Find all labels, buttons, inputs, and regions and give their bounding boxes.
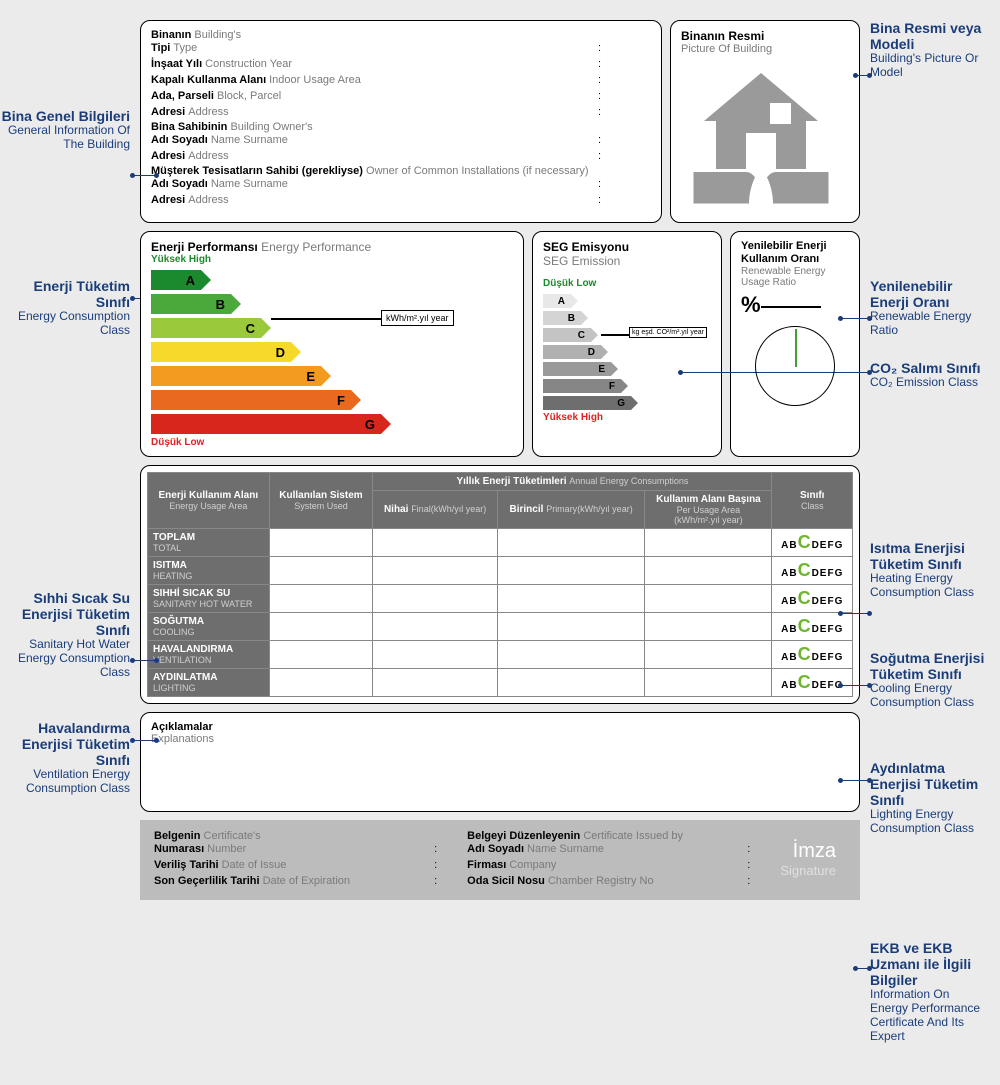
seg-bar-A: A (543, 293, 711, 309)
leader-line (855, 968, 870, 969)
expl-subtitle: Explanations (151, 733, 214, 745)
perf-bar-G: G (151, 413, 513, 435)
consumption-table-panel: Enerji Kullanım AlanıEnergy Usage Area K… (140, 465, 860, 704)
section-common: Müşterek Tesisatların Sahibi (gerekliyse… (151, 165, 651, 177)
info-row: İnşaat YılıConstruction Year: (151, 57, 651, 73)
renew-subtitle: Renewable Energy Usage Ratio (741, 266, 849, 288)
th-primary: Birincil Primary(kWh/yıl year) (497, 491, 645, 529)
leader-line (840, 780, 870, 781)
perf-low: Düşük Low (151, 437, 513, 448)
leader-line (840, 318, 870, 319)
annot-cooling: Soğutma Enerjisi Tüketim SınıfıCooling E… (870, 650, 990, 710)
renew-title: Yenilebilir Enerji Kullanım Oranı (741, 240, 849, 266)
pointer-line (271, 318, 381, 320)
info-row: AdresiAddress: (151, 105, 651, 121)
section-building: Binanın Building's (151, 29, 651, 41)
table-row: AYDINLATMALIGHTINGABCDEFG (148, 669, 853, 697)
annot-hot-water: Sıhhi Sıcak Su Enerjisi Tüketim SınıfıSa… (0, 590, 130, 680)
info-row: Adı SoyadıName Surname: (151, 177, 651, 193)
picture-title: Binanın Resmi (681, 29, 849, 43)
info-row: Ada, ParseliBlock, Parcel: (151, 89, 651, 105)
consumption-table: Enerji Kullanım AlanıEnergy Usage Area K… (147, 472, 853, 697)
perf-bar-A: A (151, 269, 513, 291)
seg-bar-B: B (543, 310, 711, 326)
building-info-panel: Binanın Building's TipiType:İnşaat YılıC… (140, 20, 662, 223)
annot-lighting: Aydınlatma Enerjisi Tüketim SınıfıLighti… (870, 760, 990, 836)
th-area: Enerji Kullanım AlanıEnergy Usage Area (148, 473, 270, 529)
perf-title: Enerji Performansı Energy Performance (151, 240, 513, 254)
th-system: Kullanılan SistemSystem Used (269, 473, 373, 529)
info-row: TipiType: (151, 41, 651, 57)
seg-emission-panel: SEG EmisyonuSEG Emission Düşük Low kg eş… (532, 231, 722, 457)
annot-co2: CO₂ Salımı SınıfıCO₂ Emission Class (870, 360, 990, 390)
info-row: Son Geçerlilik TarihiDate of Expiration: (154, 874, 447, 890)
th-class: SınıfıClass (772, 473, 853, 529)
annot-ekb: EKB ve EKB Uzmanı ile İlgili BilgilerInf… (870, 940, 990, 1043)
house-icon (681, 61, 841, 211)
energy-performance-panel: Enerji Performansı Energy Performance Yü… (140, 231, 524, 457)
info-row: NumarasıNumber: (154, 842, 447, 858)
seg-low: Düşük Low (543, 278, 711, 289)
perf-bar-D: D (151, 341, 513, 363)
perf-high: Yüksek High (151, 254, 513, 265)
info-row: Oda Sicil NosuChamber Registry No: (467, 874, 760, 890)
section-owner: Bina Sahibinin Building Owner's (151, 121, 651, 133)
table-row: SOĞUTMACOOLINGABCDEFG (148, 613, 853, 641)
table-row: TOPLAMTOTALABCDEFG (148, 529, 853, 557)
leader-line (855, 75, 870, 76)
renew-gauge (755, 326, 835, 406)
certificate-panel: Belgenin Certificate's NumarasıNumber:Ve… (140, 820, 860, 900)
info-row: AdresiAddress: (151, 193, 651, 209)
signature-block: İmza Signature (780, 830, 846, 890)
renewable-panel: Yenilebilir Enerji Kullanım Oranı Renewa… (730, 231, 860, 457)
th-perarea: Kullanım Alanı BaşınaPer Usage Area(kWh/… (645, 491, 772, 529)
renew-percent: % (741, 292, 849, 318)
info-row: AdresiAddress: (151, 149, 651, 165)
picture-subtitle: Picture Of Building (681, 43, 849, 55)
annot-renewable: Yenilenebilir Enerji OranıRenewable Ener… (870, 278, 990, 338)
leader-line (840, 685, 870, 686)
table-row: HAVALANDIRMAVENTILATIONABCDEFG (148, 641, 853, 669)
seg-high: Yüksek High (543, 412, 711, 423)
table-row: ISITMAHEATINGABCDEFG (148, 557, 853, 585)
leader-line (132, 740, 157, 741)
perf-bar-C: C (151, 317, 513, 339)
seg-bar-G: G (543, 395, 711, 411)
th-final: Nihai Final(kWh/yıl year) (373, 491, 498, 529)
annot-general-info: Bina Genel BilgileriGeneral Information … (0, 108, 130, 152)
seg-title: SEG EmisyonuSEG Emission (543, 240, 711, 268)
annot-energy-class: Enerji Tüketim SınıfıEnergy Consumption … (0, 278, 130, 338)
leader-line (132, 660, 157, 661)
perf-unit-box: kWh/m².yıl year (381, 310, 454, 326)
leader-line (132, 175, 157, 176)
annot-picture: Bina Resmi veya ModeliBuilding's Picture… (870, 20, 990, 80)
perf-bar-E: E (151, 365, 513, 387)
cert-right: Belgeyi Düzenleyenin Certificate Issued … (467, 830, 760, 890)
info-row: Kapalı Kullanma AlanıIndoor Usage Area: (151, 73, 651, 89)
seg-bar-C: C (543, 327, 711, 343)
seg-bar-D: D (543, 344, 711, 360)
seg-bar-F: F (543, 378, 711, 394)
table-row: SIHHİ SICAK SUSANITARY HOT WATERABCDEFG (148, 585, 853, 613)
info-row: Adı SoyadıName Surname: (151, 133, 651, 149)
info-row: Adı SoyadıName Surname: (467, 842, 760, 858)
info-row: FirmasıCompany: (467, 858, 760, 874)
picture-panel: Binanın Resmi Picture Of Building (670, 20, 860, 223)
annot-ventilation: Havalandırma Enerjisi Tüketim SınıfıVent… (0, 720, 130, 796)
expl-title: Açıklamalar (151, 721, 213, 733)
perf-bar-B: B (151, 293, 513, 315)
perf-bar-F: F (151, 389, 513, 411)
cert-left: Belgenin Certificate's NumarasıNumber:Ve… (154, 830, 447, 890)
info-row: Veriliş TarihiDate of Issue: (154, 858, 447, 874)
explanations-panel: Açıklamalar Explanations (140, 712, 860, 812)
seg-bar-E: E (543, 361, 711, 377)
leader-line (840, 613, 870, 614)
annot-heating: Isıtma Enerjisi Tüketim SınıfıHeating En… (870, 540, 990, 600)
th-annual: Yıllık Enerji Tüketimleri Annual Energy … (373, 473, 772, 491)
